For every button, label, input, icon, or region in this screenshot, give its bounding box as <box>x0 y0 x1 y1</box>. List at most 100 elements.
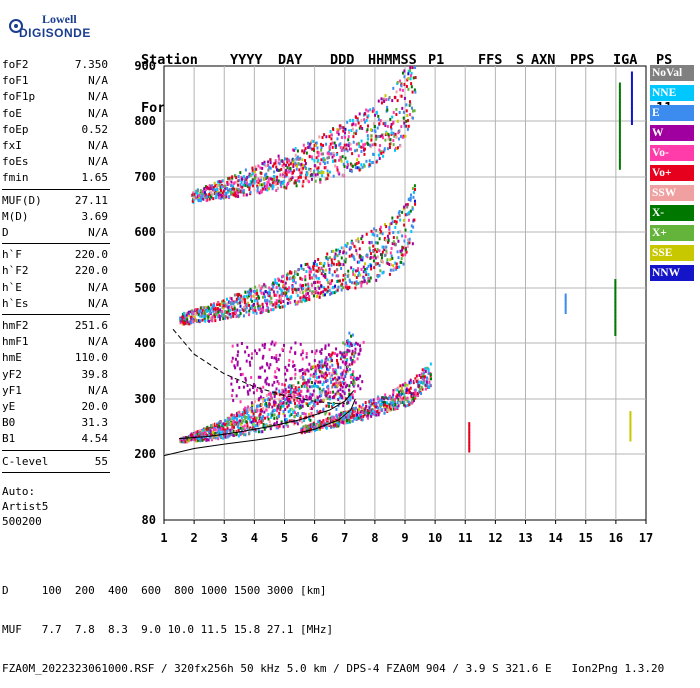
echo-point <box>313 384 316 388</box>
echo-point <box>349 358 352 362</box>
echo-point <box>239 422 242 426</box>
echo-point <box>305 173 308 177</box>
echo-point <box>418 373 421 377</box>
echo-point <box>315 141 318 145</box>
echo-point <box>228 178 231 182</box>
echo-point <box>230 305 233 309</box>
echo-point <box>291 290 294 294</box>
echo-point <box>186 318 189 322</box>
echo-point <box>230 184 233 188</box>
echo-point <box>401 245 404 249</box>
echo-point <box>239 367 242 371</box>
echo-point <box>281 280 284 284</box>
echo-point <box>324 288 327 292</box>
echo-point <box>345 281 348 285</box>
echo-point <box>373 412 376 416</box>
echo-point <box>321 136 324 140</box>
echo-point <box>413 190 416 194</box>
echo-point <box>272 290 275 294</box>
echo-point <box>205 193 208 197</box>
echo-point <box>316 424 319 428</box>
echo-point <box>181 313 184 317</box>
echo-point <box>263 160 266 164</box>
echo-point <box>266 183 269 187</box>
echo-point <box>374 405 377 409</box>
echo-point <box>209 311 212 315</box>
echo-point <box>254 177 257 181</box>
echo-point <box>408 388 411 392</box>
echo-streak <box>618 125 621 130</box>
echo-point <box>235 297 238 301</box>
parameter-row: foE N/A <box>2 107 108 120</box>
echo-point <box>404 206 407 210</box>
echo-point <box>357 281 360 285</box>
echo-point <box>306 262 309 266</box>
echo-point <box>301 158 304 162</box>
echo-point <box>300 162 303 166</box>
echo-point <box>381 232 384 236</box>
echo-point <box>309 396 312 400</box>
echo-point <box>392 139 395 143</box>
echo-point <box>421 374 424 378</box>
echo-streak <box>614 328 617 333</box>
echo-point <box>396 119 399 123</box>
echo-point <box>235 176 238 180</box>
echo-point <box>348 344 351 348</box>
echo-streak <box>618 89 621 94</box>
echo-point <box>389 258 392 262</box>
echo-point <box>343 143 346 147</box>
echo-point <box>277 283 280 287</box>
echo-point <box>414 388 417 392</box>
echo-point <box>348 388 351 392</box>
echo-point <box>340 412 343 416</box>
echo-point <box>351 396 354 400</box>
echo-point <box>222 436 225 440</box>
echo-point <box>413 109 416 113</box>
echo-point <box>391 395 394 399</box>
echo-point <box>260 417 263 421</box>
echo-point <box>268 348 271 352</box>
echo-point <box>316 146 319 150</box>
echo-point <box>320 391 323 395</box>
echo-point <box>242 431 245 435</box>
echo-point <box>232 398 235 402</box>
echo-point <box>299 156 302 160</box>
echo-point <box>182 318 185 322</box>
echo-point <box>296 414 299 418</box>
echo-point <box>411 66 414 69</box>
echo-point <box>367 411 370 415</box>
echo-point <box>396 396 399 400</box>
echo-point <box>224 428 227 432</box>
echo-point <box>300 171 303 175</box>
echo-point <box>204 315 207 319</box>
echo-point <box>332 390 335 394</box>
echo-point <box>206 425 209 429</box>
echo-point <box>339 155 342 159</box>
echo-point <box>201 194 204 198</box>
echo-streak <box>614 289 617 294</box>
echo-point <box>217 308 220 312</box>
echo-point <box>264 164 267 168</box>
echo-point <box>328 256 331 260</box>
echo-point <box>241 372 244 376</box>
echo-point <box>189 316 192 320</box>
echo-point <box>311 350 314 354</box>
echo-point <box>333 141 336 145</box>
echo-point <box>351 241 354 245</box>
echo-point <box>323 373 326 377</box>
echo-point <box>346 339 349 343</box>
footer-info: D 100 200 400 600 800 1000 1500 3000 [km… <box>2 558 664 688</box>
echo-point <box>253 188 256 192</box>
echo-point <box>365 159 368 163</box>
echo-point <box>345 147 348 151</box>
parameter-value: N/A <box>88 106 108 120</box>
echo-point <box>361 258 364 262</box>
echo-streak <box>564 310 567 314</box>
echo-point <box>264 284 267 288</box>
echo-point <box>213 425 216 429</box>
echo-point <box>394 243 397 247</box>
echo-point <box>211 303 214 307</box>
echo-point <box>398 129 401 133</box>
echo-point <box>376 234 379 238</box>
echo-point <box>322 407 325 411</box>
